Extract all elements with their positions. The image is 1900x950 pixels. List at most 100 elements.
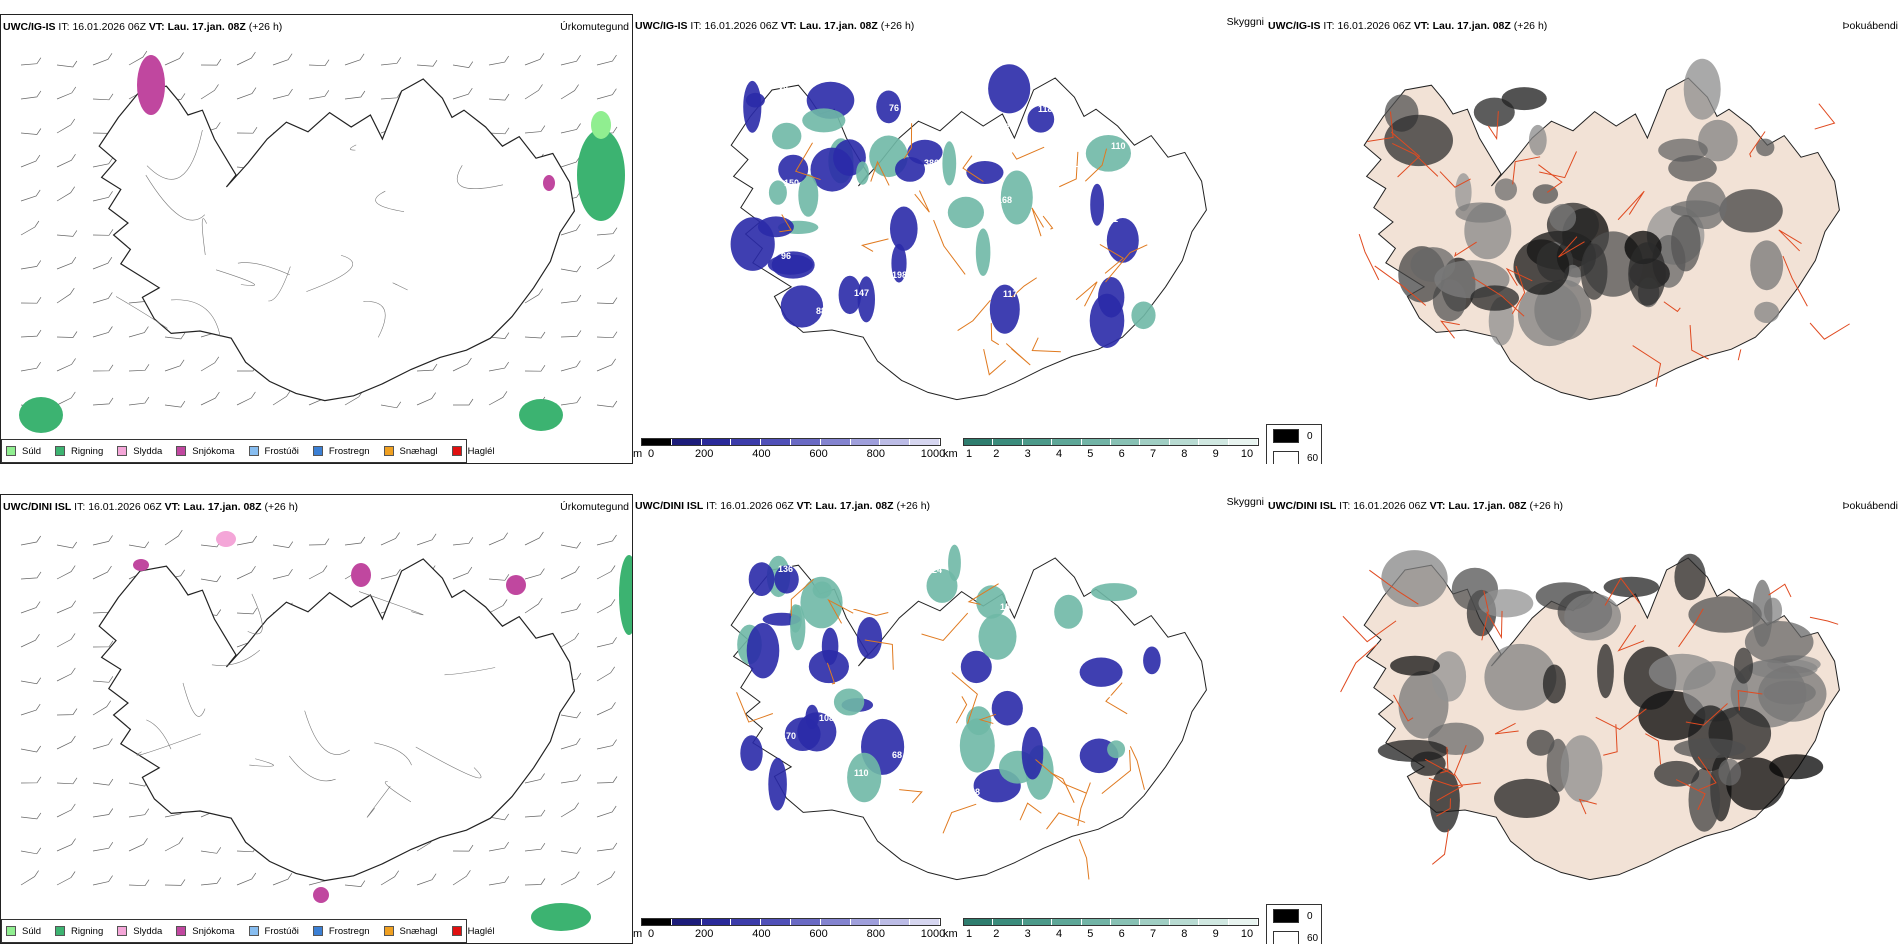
cloud-area (856, 617, 883, 659)
road (1358, 233, 1380, 281)
colorbar-tick-label: 5 (1087, 448, 1094, 460)
wind-barb (560, 565, 580, 580)
wind-barb (128, 838, 148, 852)
fog-area (1688, 596, 1762, 633)
wind-barb (560, 224, 581, 236)
contour-line (304, 710, 350, 755)
fog-area (1769, 754, 1824, 780)
colorbar-segment (1199, 439, 1229, 445)
road (942, 803, 977, 834)
ceiling-value-label: 170 (781, 731, 796, 741)
legend-swatch (248, 446, 259, 456)
colorbar-segment (731, 439, 762, 445)
wind-barb (452, 357, 472, 372)
cloud-area (1027, 105, 1055, 133)
precip-legend: Súld Rigning Slydda Snjókoma Frostúði Frostre… (1, 439, 495, 463)
fog-area (1654, 760, 1700, 787)
wind-barb (200, 391, 220, 406)
colorbar-tick-label: 1 (965, 928, 973, 940)
colorbar-segment (850, 919, 881, 925)
fog-indicator-panel: UWC/IG-IS IT: 16.01.2026 06Z VT: Lau. 17… (1266, 14, 1900, 464)
wind-barb (488, 391, 508, 406)
cloud-area (1000, 170, 1033, 225)
road (1019, 802, 1042, 821)
wind-barb (344, 880, 366, 887)
cloud-area (847, 752, 882, 803)
colorbar-segment (1052, 439, 1082, 445)
colorbar-tick-label: 1 (965, 448, 973, 460)
road (1436, 798, 1451, 817)
wind-barb (524, 597, 543, 614)
cloud-area (876, 90, 901, 124)
cloud-area (926, 568, 958, 603)
fog-legend-item: 0 (1273, 429, 1313, 443)
wind-barb (56, 803, 76, 818)
it-label: IT: (1323, 20, 1335, 32)
colorbar-tick-label: 3 (1024, 448, 1031, 460)
wind-barb (596, 297, 618, 304)
model-name: UWC/IG-IS (3, 21, 56, 33)
wind-barb (453, 398, 474, 406)
legend-swatch (383, 446, 394, 456)
road (1367, 111, 1394, 142)
panel-header: UWC/DINI ISL IT: 16.01.2026 06Z VT: Lau.… (1268, 500, 1563, 512)
vt-label: VT: (1413, 20, 1430, 32)
cloud-area (907, 139, 943, 165)
wind-barb (128, 808, 150, 818)
cloud-area (856, 161, 869, 185)
legend-swatch (6, 446, 16, 456)
wind-barb (272, 569, 293, 580)
wind-barb (488, 532, 508, 546)
wind-barb (200, 877, 222, 886)
cloud-area (1131, 301, 1156, 330)
legend-item: Slydda (117, 926, 162, 937)
ceiling-value-label: 206 (851, 121, 866, 131)
wind-barb (380, 568, 401, 580)
ceiling-map: 38 206 386 168 559 99 88 76 78 100 91 96 147 190 124 12… (730, 64, 1207, 401)
legend-swatch (6, 926, 16, 936)
vt-label: VT: (780, 20, 797, 32)
colorbar-segment (880, 439, 911, 445)
legend-item: Frostregn (312, 925, 370, 937)
wind-barb (488, 574, 510, 581)
lead-time: (+26 h) (1513, 20, 1548, 32)
legend-item: Snjókoma (176, 446, 235, 457)
legend-label: Snjókoma (192, 925, 235, 937)
fog-area (1683, 58, 1721, 120)
cloud-area (784, 717, 821, 751)
road (1645, 733, 1662, 765)
ceiling-value-label: 110 (1111, 141, 1126, 151)
road (1538, 164, 1563, 193)
road (1512, 156, 1541, 185)
fog-area (1564, 593, 1621, 641)
wind-barb (56, 667, 76, 682)
colorbar-segment (1081, 439, 1112, 445)
fog-area (1674, 553, 1706, 601)
cloud-area (767, 254, 813, 275)
ceiling-value-label: 99 (1143, 269, 1153, 279)
cloud-area (960, 650, 992, 684)
ceiling-value-label: 118 (1076, 86, 1091, 96)
road (736, 692, 774, 723)
wind-barb (128, 50, 148, 66)
precip-area (137, 55, 165, 115)
wind-barb (488, 127, 510, 135)
ceiling-value-label: 124 (1000, 122, 1015, 132)
road (1737, 349, 1742, 361)
legend-swatch (117, 926, 128, 936)
cloud-area (975, 228, 991, 276)
legend-label: Frostregn (328, 925, 370, 937)
legend-label: Haglél (467, 925, 495, 937)
wind-barb (20, 847, 42, 855)
colorbar-tick-label: 200 (695, 448, 714, 460)
contour-line (136, 733, 201, 756)
wind-barb (452, 566, 473, 580)
road (1031, 337, 1061, 353)
road (914, 190, 930, 213)
cloud-area (768, 757, 787, 811)
wind-barb (560, 330, 582, 338)
fog-area (1685, 181, 1727, 229)
road (1042, 215, 1054, 230)
cloud-area (942, 141, 957, 186)
legend-swatch (117, 446, 128, 456)
